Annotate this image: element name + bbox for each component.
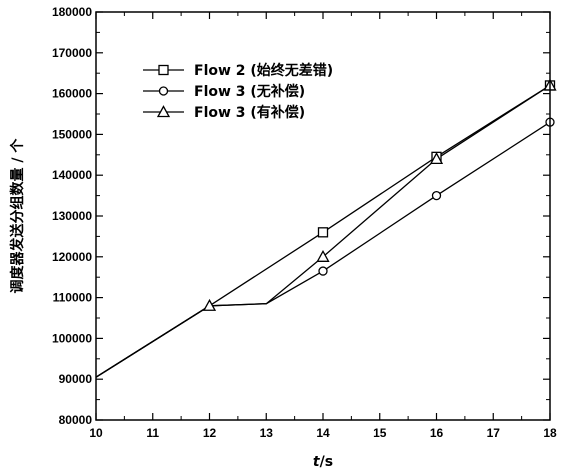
square-marker [317,227,329,238]
circle-marker [318,266,328,276]
triangle-marker [316,249,330,262]
x-axis-title: t/s [313,454,333,470]
x-axis-title-var: t [313,454,321,470]
x-tick-label: 14 [316,426,330,440]
legend: Flow 2 (始终无差错) Flow 3 (无补偿) Flow 3 (有补偿) [143,62,333,121]
y-axis-ticks: 80000 90000 100000 110000 120000 130000 140000… [52,5,550,427]
circle-marker [431,190,442,201]
y-tick-label: 140000 [52,168,92,182]
legend-label: Flow 3 (有补偿) [194,104,305,121]
square-marker [158,64,169,76]
x-tick-label: 13 [260,426,274,440]
series-line-3 [95,84,551,378]
x-axis-title-unit: /s [320,454,333,470]
circle-marker [158,86,169,96]
x-tick-label: 17 [487,426,501,440]
triangle-marker [429,152,444,165]
triangle-marker [156,105,171,118]
y-tick-label: 180000 [52,5,92,19]
x-tick-label: 12 [203,426,217,440]
x-tick-label: 16 [430,426,444,440]
x-tick-label: 18 [543,426,557,440]
y-tick-label: 110000 [53,291,93,305]
y-tick-label: 120000 [52,250,92,264]
y-tick-label: 90000 [59,372,93,386]
triangle-marker [202,298,217,311]
y-tick-label: 150000 [52,127,92,141]
x-tick-label: 15 [373,426,387,440]
legend-label: Flow 2 (始终无差错) [194,62,333,79]
y-tick-label: 130000 [52,209,92,223]
y-tick-label: 160000 [52,87,92,101]
legend-label: Flow 3 (无补偿) [194,83,305,100]
y-tick-label: 80000 [59,413,93,427]
plot-frame [95,11,551,421]
y-axis-title: 调度器发送分组数量 / 个 [9,138,26,294]
y-tick-label: 100000 [52,331,92,345]
x-axis-ticks: 10 11 12 13 14 15 16 17 18 [89,12,557,440]
x-tick-label: 11 [146,426,159,440]
y-tick-label: 170000 [52,46,92,60]
series-line-2 [95,121,551,378]
x-tick-label: 10 [89,426,103,440]
